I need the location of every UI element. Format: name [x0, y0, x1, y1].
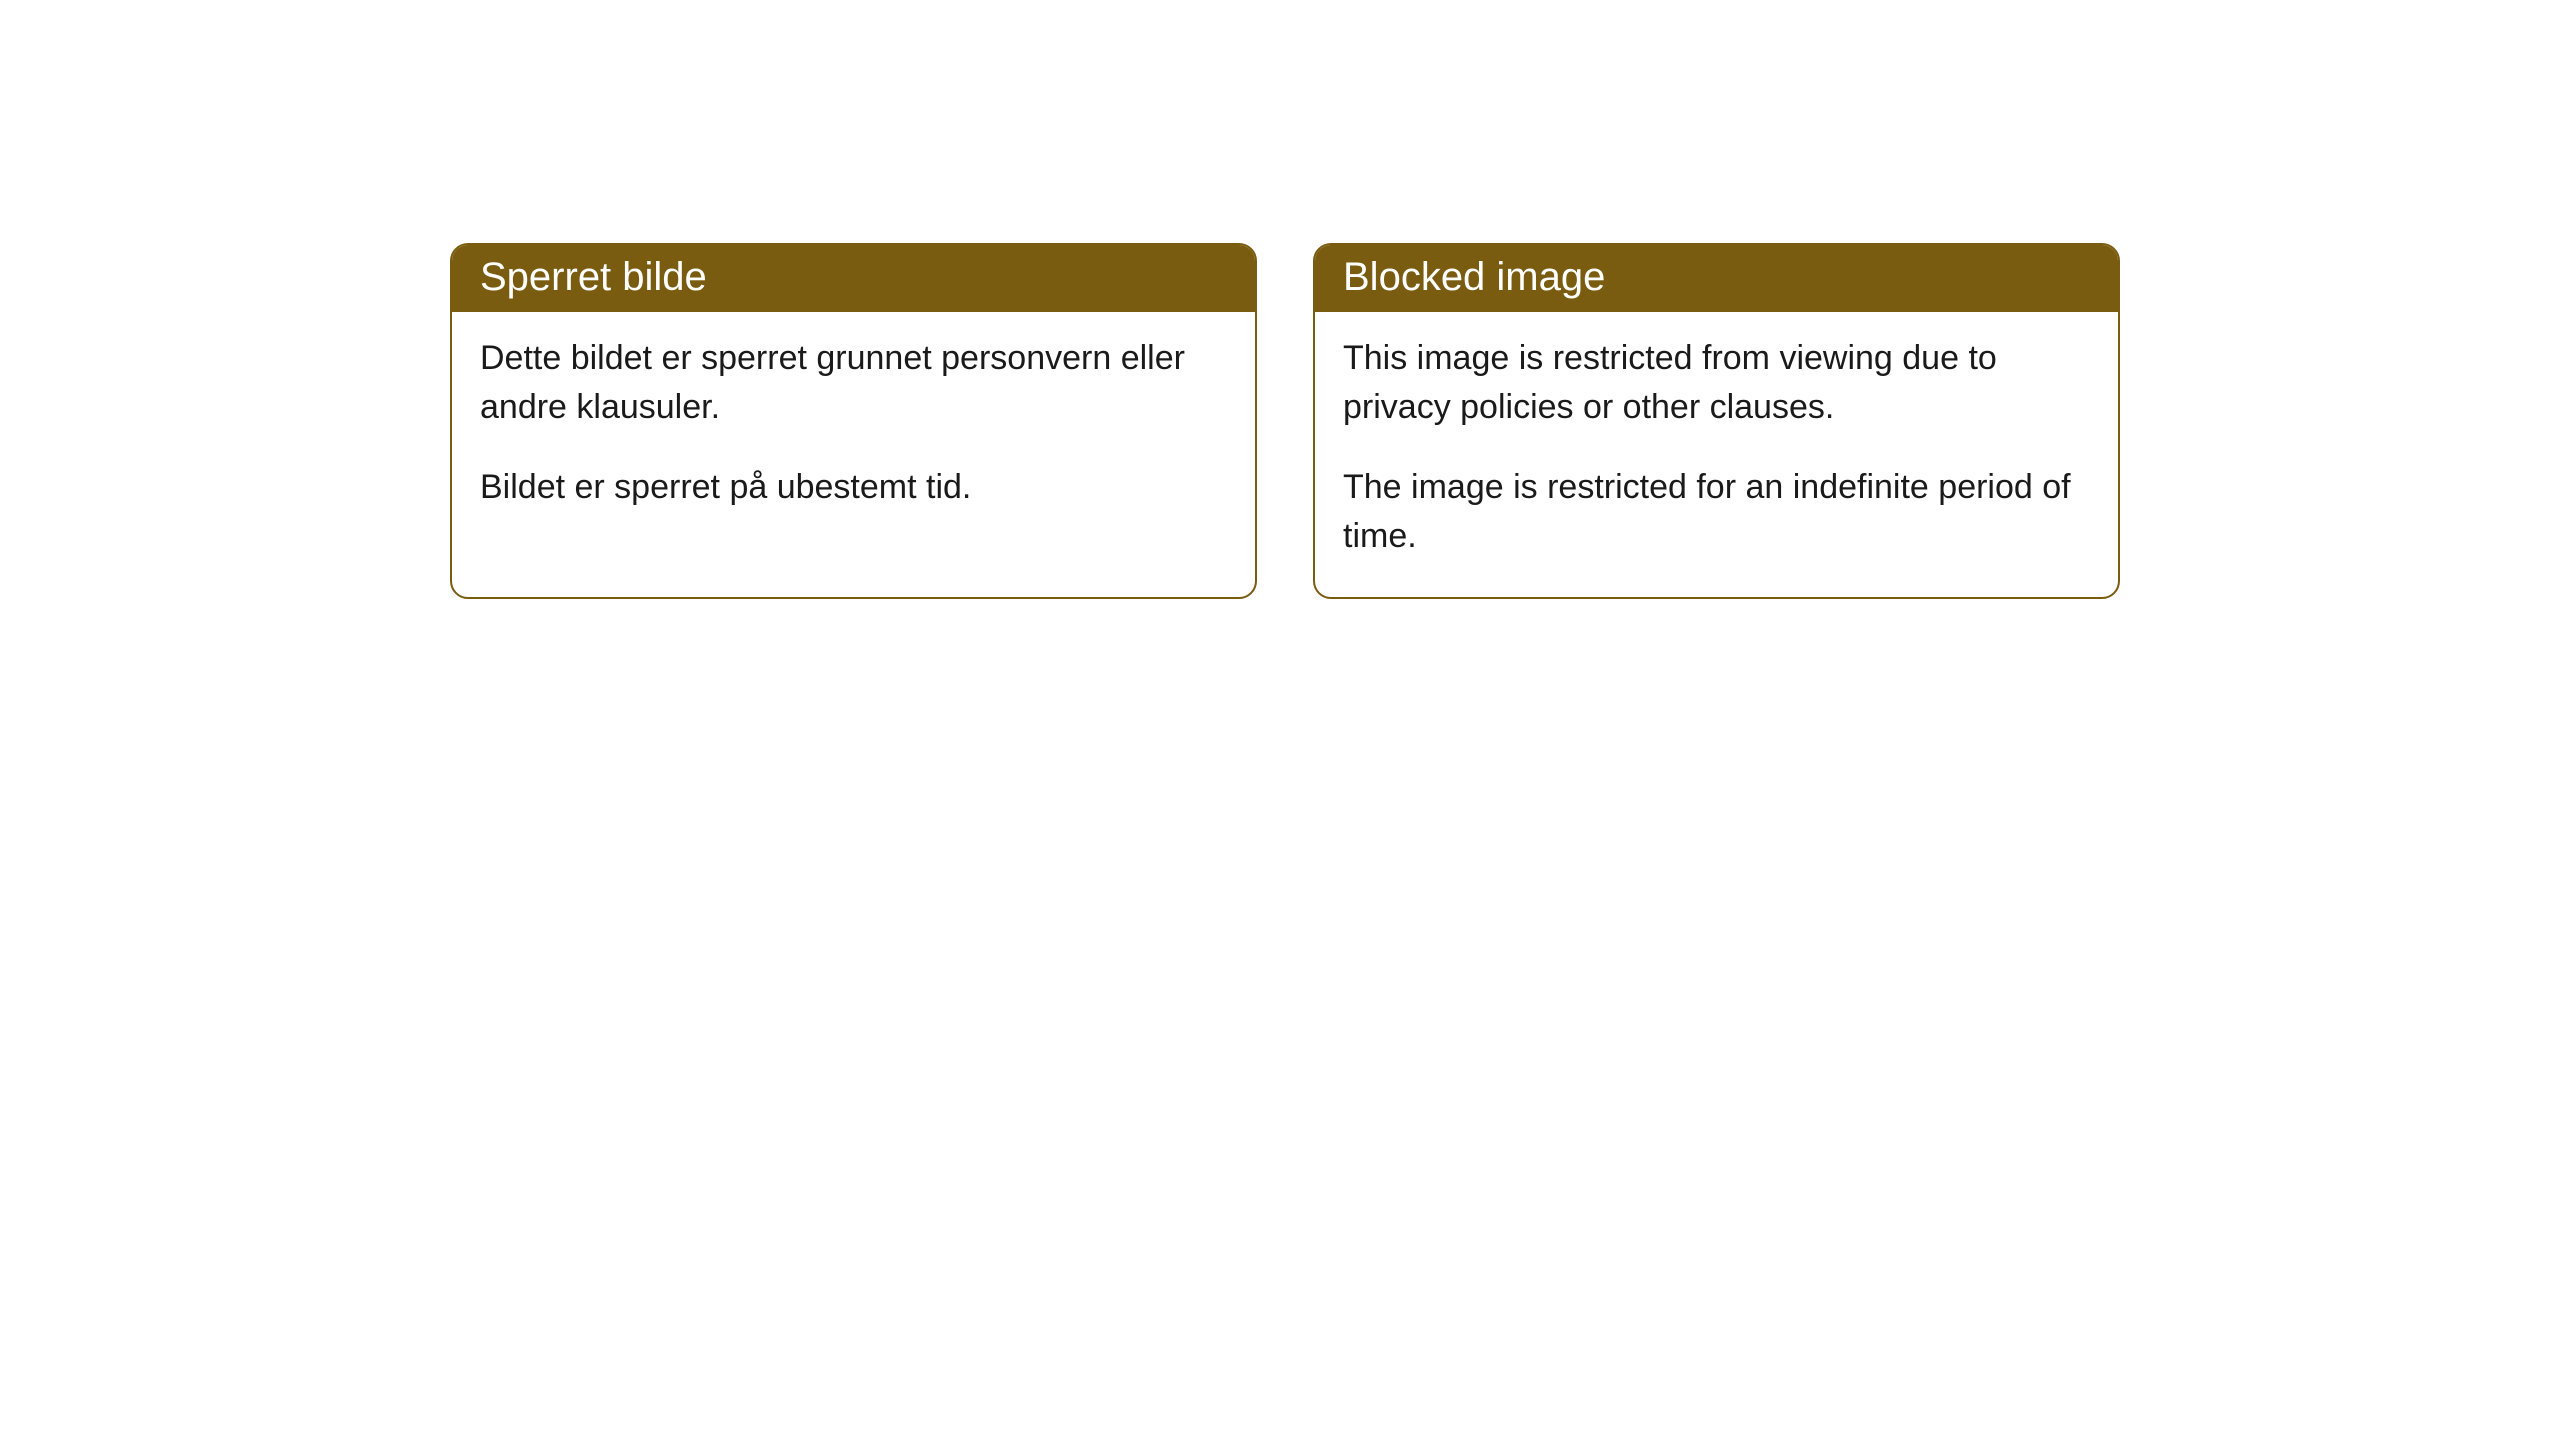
notice-card-norwegian: Sperret bilde Dette bildet er sperret gr…	[450, 243, 1257, 599]
card-paragraph: This image is restricted from viewing du…	[1343, 334, 2090, 433]
card-paragraph: Dette bildet er sperret grunnet personve…	[480, 334, 1227, 433]
card-paragraph: Bildet er sperret på ubestemt tid.	[480, 463, 1227, 512]
notice-card-container: Sperret bilde Dette bildet er sperret gr…	[450, 243, 2120, 599]
card-title: Sperret bilde	[480, 255, 707, 299]
card-title: Blocked image	[1343, 255, 1605, 299]
card-body: This image is restricted from viewing du…	[1315, 312, 2118, 597]
card-header: Blocked image	[1315, 245, 2118, 312]
card-header: Sperret bilde	[452, 245, 1255, 312]
card-paragraph: The image is restricted for an indefinit…	[1343, 463, 2090, 562]
card-body: Dette bildet er sperret grunnet personve…	[452, 312, 1255, 548]
notice-card-english: Blocked image This image is restricted f…	[1313, 243, 2120, 599]
